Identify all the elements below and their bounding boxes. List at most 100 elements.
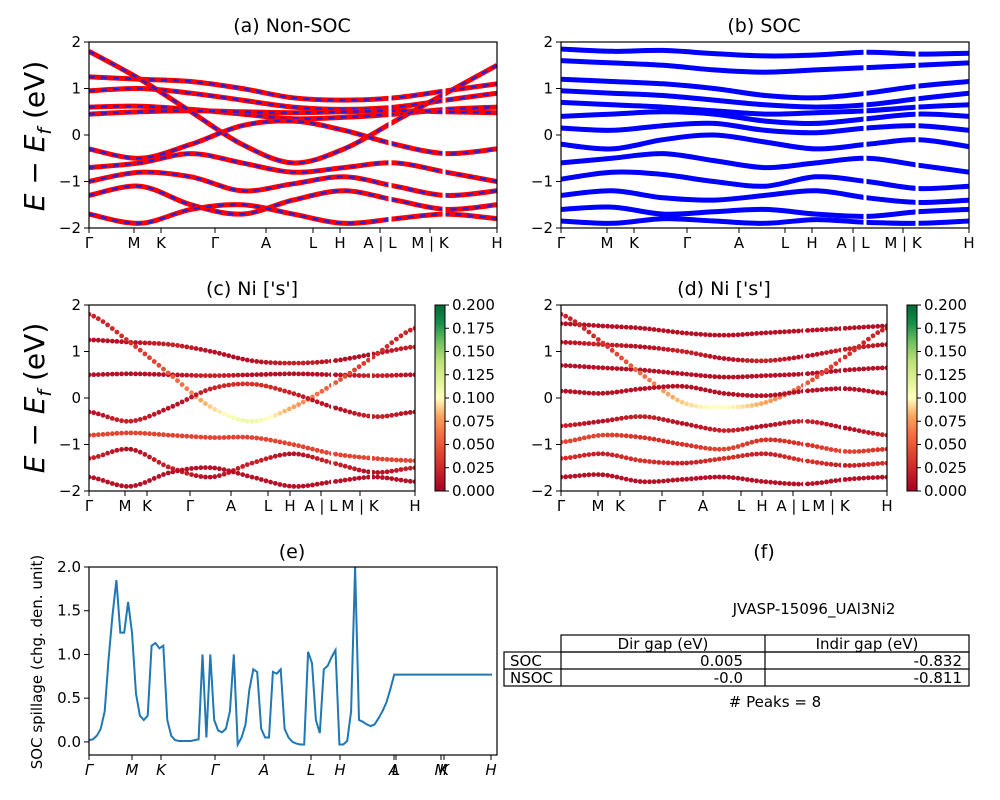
plot-area bbox=[89, 42, 497, 228]
scatter-point bbox=[193, 392, 199, 398]
scatter-point bbox=[703, 458, 708, 464]
scatter-point bbox=[754, 424, 759, 430]
scatter-point bbox=[679, 477, 685, 482]
scatter-point bbox=[637, 458, 643, 463]
scatter-point bbox=[842, 449, 848, 454]
scatter-point bbox=[375, 456, 381, 462]
scatter-point bbox=[866, 462, 871, 467]
scatter-point bbox=[258, 382, 264, 388]
scatter-point bbox=[661, 478, 666, 484]
scatter-point bbox=[563, 423, 569, 428]
scatter-point bbox=[819, 327, 825, 332]
scatter-point bbox=[651, 436, 657, 442]
x-tick-label: H bbox=[284, 497, 295, 515]
x-tick-label: L bbox=[309, 234, 318, 252]
scatter-point bbox=[151, 359, 157, 364]
colorbar-tick-label: 0.100 bbox=[452, 389, 495, 407]
scatter-point bbox=[693, 372, 699, 378]
scatter-point bbox=[730, 332, 736, 338]
scatter-point bbox=[282, 408, 287, 414]
scatter-point bbox=[389, 457, 395, 463]
scatter-point bbox=[814, 444, 820, 449]
scatter-point bbox=[628, 343, 634, 349]
scatter-point bbox=[356, 354, 362, 359]
scatter-point bbox=[407, 327, 413, 333]
scatter-point bbox=[675, 477, 680, 483]
scatter-point bbox=[119, 483, 124, 489]
scatter-point bbox=[137, 481, 143, 487]
scatter-point bbox=[128, 371, 134, 377]
scatter-point bbox=[161, 462, 166, 468]
scatter-point bbox=[184, 470, 190, 476]
scatter-point bbox=[716, 332, 722, 338]
scatter-point bbox=[740, 332, 745, 337]
scatter-point bbox=[595, 365, 601, 370]
scatter-point bbox=[100, 452, 106, 458]
table-row-label: SOC bbox=[510, 652, 542, 670]
x-tick-label: M bbox=[128, 234, 141, 252]
scatter-point bbox=[563, 388, 569, 394]
colorbar-tick-label: 0.150 bbox=[924, 343, 967, 361]
scatter-point bbox=[563, 340, 569, 345]
scatter-point bbox=[609, 452, 615, 458]
scatter-point bbox=[217, 350, 222, 356]
scatter-point bbox=[670, 347, 676, 353]
scatter-point bbox=[189, 434, 194, 439]
colorbar-tick-label: 0.125 bbox=[452, 366, 495, 384]
scatter-point bbox=[791, 481, 797, 487]
colorbar bbox=[906, 304, 918, 492]
scatter-point bbox=[577, 340, 582, 346]
scatter-point bbox=[796, 354, 801, 360]
scatter-point bbox=[586, 341, 592, 347]
x-tick-label: K bbox=[156, 761, 167, 779]
scatter-point bbox=[647, 326, 652, 332]
scatter-point bbox=[703, 475, 708, 480]
scatter-point bbox=[277, 452, 283, 458]
scatter-point bbox=[324, 372, 329, 377]
scatter-point bbox=[777, 357, 783, 363]
scatter-point bbox=[824, 386, 829, 392]
scatter-point bbox=[142, 340, 148, 346]
scatter-point bbox=[870, 430, 876, 436]
scatter-point bbox=[828, 364, 834, 370]
scatter-point bbox=[665, 384, 671, 389]
scatter-point bbox=[637, 434, 643, 440]
x-tick-label: M bbox=[601, 234, 614, 252]
scatter-point bbox=[147, 355, 152, 361]
scatter-point bbox=[689, 476, 694, 482]
scatter-point bbox=[623, 415, 629, 420]
scatter-point bbox=[268, 384, 273, 390]
scatter-point bbox=[123, 337, 129, 342]
scatter-point bbox=[698, 424, 704, 430]
scatter-point bbox=[366, 413, 371, 419]
scatter-point bbox=[856, 449, 862, 454]
scatter-point bbox=[282, 388, 287, 394]
x-tick-label: Γ bbox=[658, 497, 667, 515]
scatter-point bbox=[361, 475, 367, 480]
scatter-point bbox=[777, 392, 783, 397]
scatter-point bbox=[726, 474, 732, 480]
scatter-point bbox=[879, 390, 885, 396]
scatter-point bbox=[231, 434, 236, 440]
scatter-point bbox=[842, 354, 848, 360]
scatter-point bbox=[324, 386, 329, 391]
scatter-point bbox=[824, 446, 829, 451]
scatter-point bbox=[824, 461, 829, 467]
scatter-point bbox=[768, 358, 773, 363]
scatter-point bbox=[91, 410, 97, 416]
scatter-point bbox=[286, 483, 292, 489]
scatter-point bbox=[352, 454, 357, 459]
scatter-point bbox=[235, 381, 241, 387]
scatter-point bbox=[726, 332, 732, 338]
scatter-point bbox=[679, 383, 685, 389]
scatter-point bbox=[380, 469, 385, 475]
scatter-point bbox=[128, 430, 134, 436]
scatter-point bbox=[744, 374, 750, 379]
scatter-point bbox=[777, 438, 783, 443]
scatter-point bbox=[100, 338, 106, 343]
scatter-point bbox=[721, 356, 727, 361]
x-tick-label: A bbox=[226, 497, 237, 515]
scatter-point bbox=[147, 371, 152, 377]
x-tick-label: L bbox=[307, 761, 315, 779]
scatter-point bbox=[703, 387, 708, 393]
